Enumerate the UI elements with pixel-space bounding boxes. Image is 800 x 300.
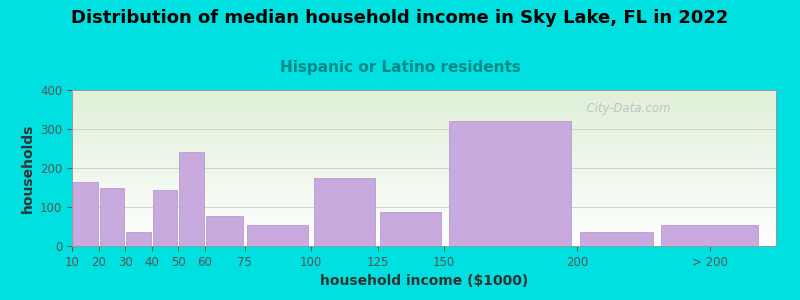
Bar bbox=[247, 225, 309, 246]
Bar bbox=[450, 121, 571, 246]
Bar bbox=[73, 182, 98, 246]
Text: Distribution of median household income in Sky Lake, FL in 2022: Distribution of median household income … bbox=[71, 9, 729, 27]
Bar bbox=[380, 212, 442, 246]
Bar bbox=[314, 178, 375, 246]
Bar bbox=[153, 190, 178, 246]
X-axis label: household income ($1000): household income ($1000) bbox=[320, 274, 528, 288]
Bar bbox=[179, 152, 204, 246]
Bar bbox=[126, 232, 150, 246]
Text: City-Data.com: City-Data.com bbox=[579, 103, 670, 116]
Bar bbox=[580, 232, 654, 246]
Bar bbox=[206, 216, 243, 246]
Bar bbox=[661, 225, 758, 246]
Bar bbox=[100, 188, 124, 246]
Y-axis label: households: households bbox=[21, 123, 34, 213]
Text: Hispanic or Latino residents: Hispanic or Latino residents bbox=[279, 60, 521, 75]
